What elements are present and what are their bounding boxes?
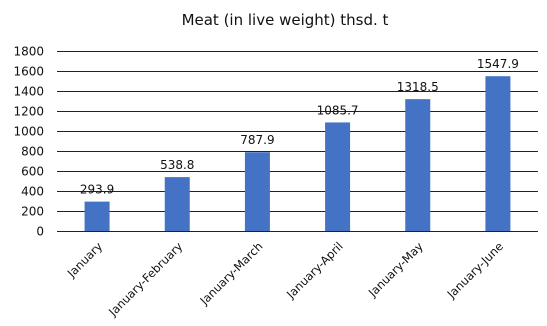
data-label: 293.9: [80, 183, 114, 197]
y-tick-label: 1400: [13, 85, 44, 99]
x-category-label: January-June: [444, 239, 506, 301]
x-category-label: January: [64, 239, 106, 281]
data-label: 1085.7: [317, 103, 359, 117]
data-labels: 293.9 538.8 787.9 1085.7 1318.5 1547.9: [80, 57, 519, 196]
x-category-label: January-February: [105, 239, 185, 319]
bar: [485, 76, 511, 232]
bars: [84, 76, 511, 232]
bar: [325, 122, 351, 231]
y-axis-ticks: 0 200 400 600 800 1000 1200 1400 1600 1800: [13, 45, 44, 239]
x-category-label: January-April: [283, 239, 346, 302]
y-tick-label: 1600: [13, 65, 44, 79]
x-axis-labels: January January-February January-March Janu…: [64, 239, 506, 319]
bar: [84, 201, 110, 231]
bar: [405, 99, 431, 232]
y-tick-label: 400: [21, 185, 44, 199]
x-category-label: January-March: [197, 239, 266, 308]
bar: [244, 152, 270, 231]
y-tick-label: 1800: [13, 45, 44, 59]
y-tick-label: 800: [21, 145, 44, 159]
gridlines: [57, 51, 538, 232]
data-label: 1318.5: [397, 80, 439, 94]
bar: [164, 177, 190, 231]
data-label: 1547.9: [477, 57, 519, 71]
x-category-label: January-May: [365, 239, 426, 300]
data-label: 538.8: [160, 158, 194, 172]
y-tick-label: 600: [21, 165, 44, 179]
data-label: 787.9: [240, 133, 274, 147]
y-tick-label: 1000: [13, 125, 44, 139]
y-tick-label: 0: [36, 225, 44, 239]
y-tick-label: 200: [21, 205, 44, 219]
y-tick-label: 1200: [13, 105, 44, 119]
chart-title: Meat (in live weight) thsd. t: [182, 11, 389, 29]
